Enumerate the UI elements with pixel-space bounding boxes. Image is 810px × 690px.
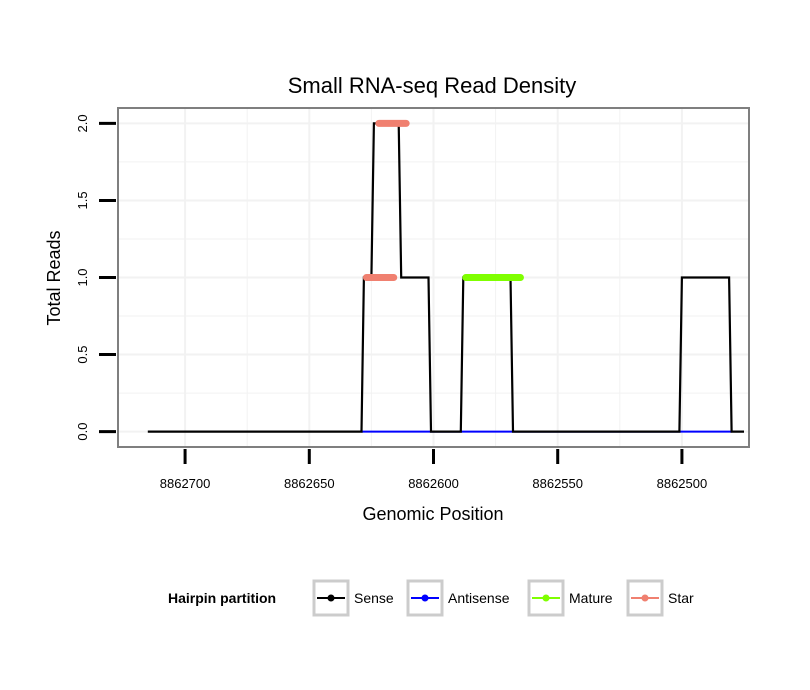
legend-dot-antisense — [421, 594, 429, 602]
legend-title: Hairpin partition — [168, 590, 276, 606]
x-axis-title: Genomic Position — [362, 504, 503, 524]
legend-label-star: Star — [668, 590, 694, 606]
x-tick-label: 8862700 — [160, 476, 211, 491]
legend-label-mature: Mature — [569, 590, 613, 606]
legend-label-sense: Sense — [354, 590, 394, 606]
axis-ticks: 8862700 8862650 8862600 8862550 8862500 0.0 0.… — [75, 114, 707, 491]
y-axis-title: Total Reads — [44, 230, 64, 325]
y-tick-label: 0.0 — [75, 423, 90, 441]
x-tick-label: 8862550 — [532, 476, 583, 491]
legend-dot-star — [641, 594, 649, 602]
y-tick-label: 1.0 — [75, 268, 90, 286]
legend-dot-sense — [327, 594, 335, 602]
plot-border — [117, 107, 750, 448]
y-tick-label: 0.5 — [75, 346, 90, 364]
x-tick-label: 8862500 — [657, 476, 708, 491]
plot-grid — [118, 108, 749, 447]
x-tick-label: 8862650 — [284, 476, 335, 491]
legend-label-antisense: Antisense — [448, 590, 510, 606]
legend-dot-mature — [542, 594, 550, 602]
series-layer — [147, 119, 744, 433]
legend: Hairpin partition Sense Antisense Mature St… — [168, 579, 694, 617]
x-tick-label: 8862600 — [408, 476, 459, 491]
chart-title: Small RNA-seq Read Density — [288, 73, 577, 98]
y-tick-label: 1.5 — [75, 191, 90, 209]
y-tick-label: 2.0 — [75, 114, 90, 132]
